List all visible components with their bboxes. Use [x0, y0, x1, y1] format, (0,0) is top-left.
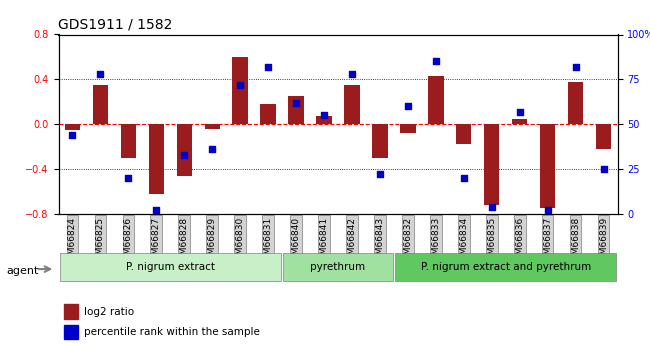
Bar: [261, 104, 276, 124]
Bar: [456, 124, 471, 144]
Bar: [177, 124, 192, 176]
FancyBboxPatch shape: [283, 253, 393, 282]
Bar: [596, 124, 611, 149]
Point: [431, 59, 441, 64]
FancyBboxPatch shape: [60, 253, 281, 282]
Point: [486, 204, 497, 209]
Point: [599, 166, 609, 172]
Bar: [540, 124, 555, 208]
Text: percentile rank within the sample: percentile rank within the sample: [84, 327, 259, 337]
Bar: [484, 124, 499, 205]
Point: [402, 104, 413, 109]
Bar: [65, 124, 80, 130]
Point: [67, 132, 78, 138]
Bar: [93, 85, 108, 124]
Bar: [149, 124, 164, 194]
Point: [151, 208, 161, 213]
Bar: [121, 124, 136, 158]
Text: log2 ratio: log2 ratio: [84, 307, 134, 317]
Point: [263, 64, 273, 70]
Bar: [233, 57, 248, 124]
Bar: [568, 81, 583, 124]
Text: P. nigrum extract: P. nigrum extract: [126, 263, 214, 272]
Point: [571, 64, 581, 70]
Point: [179, 152, 190, 157]
Point: [291, 100, 302, 106]
Point: [347, 71, 358, 77]
Bar: [400, 124, 415, 133]
Text: GDS1911 / 1582: GDS1911 / 1582: [58, 18, 173, 32]
Point: [124, 175, 134, 181]
Bar: [344, 85, 359, 124]
Bar: [64, 325, 78, 339]
Bar: [512, 119, 527, 124]
Point: [542, 208, 552, 213]
Point: [95, 71, 105, 77]
Point: [318, 112, 329, 118]
Text: pyrethrum: pyrethrum: [311, 263, 365, 272]
Bar: [428, 76, 443, 124]
Text: agent: agent: [6, 266, 39, 276]
Point: [235, 82, 246, 88]
Bar: [64, 304, 78, 319]
FancyBboxPatch shape: [395, 253, 616, 282]
Text: P. nigrum extract and pyrethrum: P. nigrum extract and pyrethrum: [421, 263, 591, 272]
Point: [515, 109, 525, 115]
Bar: [205, 124, 220, 129]
Point: [375, 172, 385, 177]
Bar: [372, 124, 387, 158]
Bar: [289, 96, 304, 124]
Point: [207, 147, 217, 152]
Bar: [317, 116, 332, 124]
Point: [459, 175, 469, 181]
